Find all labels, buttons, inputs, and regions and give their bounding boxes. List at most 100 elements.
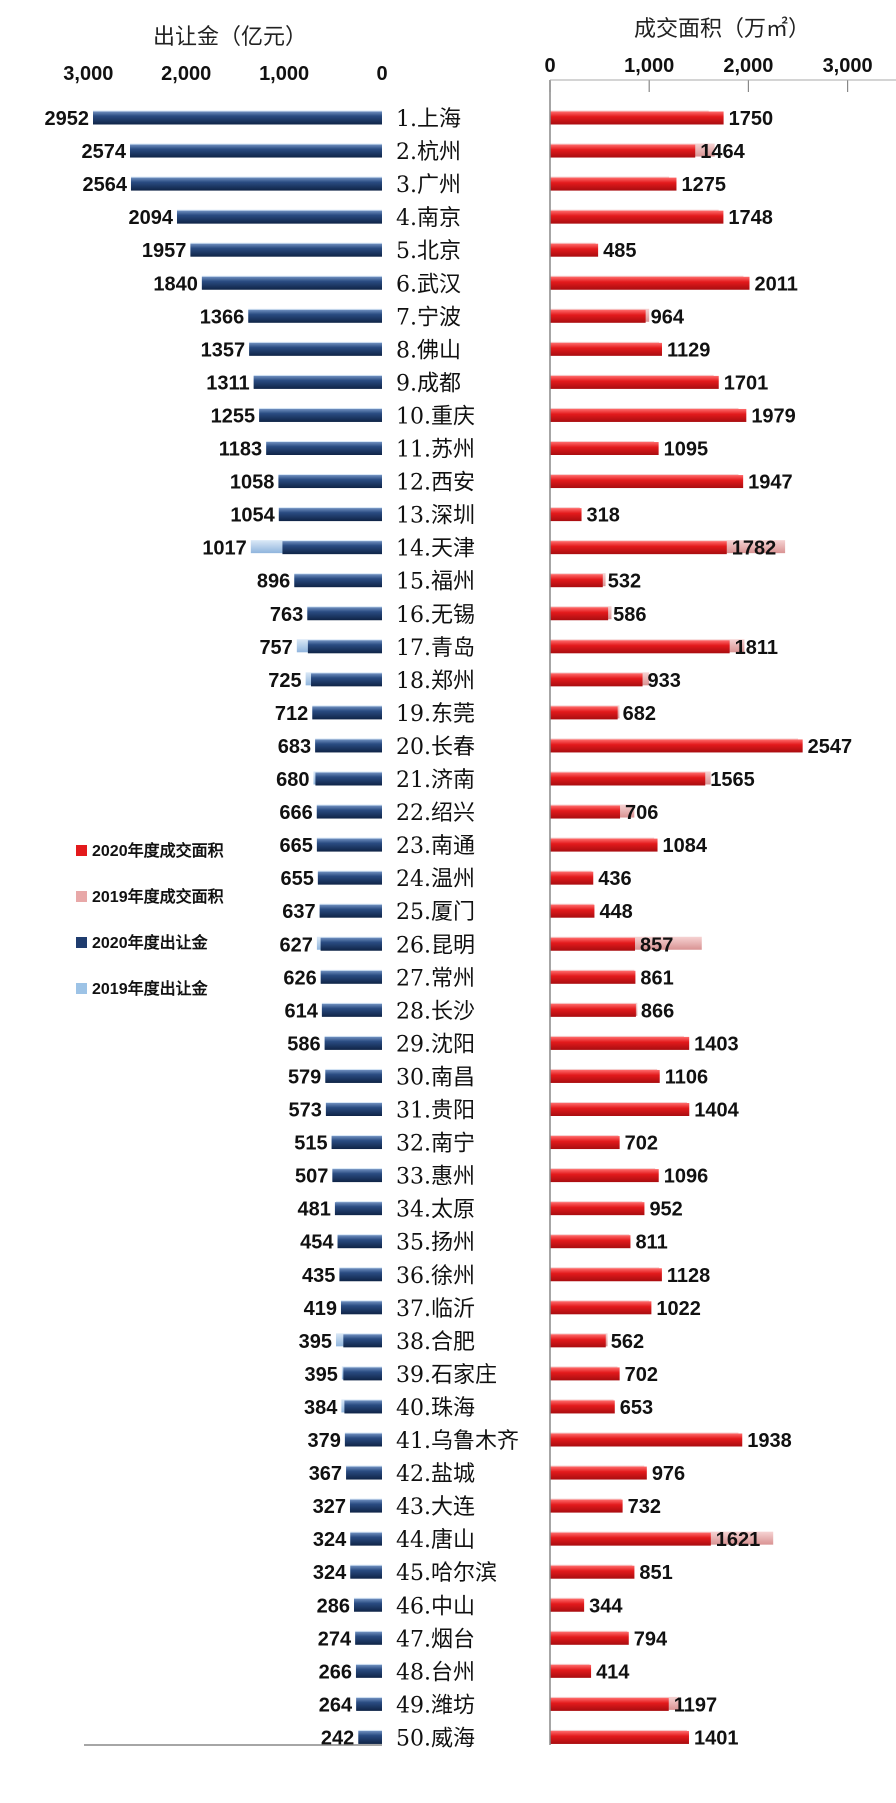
bar-2020-land-price [350,1532,382,1546]
legend-swatch [76,983,87,994]
city-label: 28.长沙 [396,999,475,1024]
land-price-value-label: 286 [317,1595,350,1617]
city-label: 12.西安 [396,471,475,496]
bar-2020-area [550,210,724,224]
area-value-label: 702 [625,1133,658,1155]
area-value-label: 952 [649,1199,682,1221]
table-row: 2094 4.南京 1748 [128,206,772,231]
bar-2020-land-price [130,177,382,191]
table-row: 481 34.太原 952 [298,1198,683,1223]
bar-2020-area [550,243,599,257]
table-row: 614 28.长沙 866 [285,999,675,1024]
bar-2020-area [550,1169,659,1183]
bar-2020-area [550,1730,689,1744]
bar-2020-area [550,673,643,687]
bar-2020-area [550,375,719,389]
area-value-label: 2011 [754,273,797,295]
city-label: 14.天津 [396,537,475,562]
city-label: 21.济南 [396,768,475,793]
area-value-label: 866 [641,1000,674,1022]
bar-2020-area [550,1664,592,1678]
bar-2020-land-price [278,508,382,522]
land-price-value-label: 395 [304,1364,337,1386]
land-price-value-label: 2094 [128,207,173,229]
bar-2020-area [550,904,595,918]
bar-2020-land-price [312,706,382,720]
land-price-value-label: 1366 [200,306,245,328]
land-price-value-label: 379 [308,1430,341,1452]
bar-2020-area [550,1334,606,1348]
area-value-label: 562 [611,1331,644,1353]
left-tick-label: 0 [376,63,387,85]
bar-2020-land-price [294,574,382,588]
area-value-label: 1403 [694,1033,739,1055]
city-label: 3.广州 [396,173,461,198]
bar-2020-area [550,111,724,125]
city-label: 13.深圳 [396,504,475,529]
area-value-label: 1938 [747,1430,792,1452]
legend-label: 2020年度出让金 [92,933,209,952]
table-row: 419 37.临沂 1022 [304,1297,701,1322]
table-row: 435 36.徐州 1128 [302,1264,710,1289]
area-value-label: 706 [625,802,658,824]
area-value-label: 682 [623,703,656,725]
bar-2020-land-price [248,309,382,323]
table-row: 379 41.乌鲁木齐 1938 [308,1429,792,1454]
area-value-label: 532 [608,571,641,593]
bar-2020-land-price [316,838,382,852]
area-value-label: 586 [613,604,646,626]
table-row: 327 43.大连 732 [313,1495,661,1520]
city-label: 30.南昌 [396,1065,475,1090]
area-value-label: 1197 [674,1694,717,1716]
land-price-value-label: 324 [313,1529,347,1551]
right-tick-label: 3,000 [823,55,873,77]
table-row: 626 27.常州 861 [283,966,673,991]
table-row: 1357 8.佛山 1129 [201,338,711,363]
area-value-label: 1022 [656,1298,701,1320]
area-value-label: 1129 [667,339,710,361]
area-value-label: 1128 [667,1265,710,1287]
bar-2020-area [550,1697,669,1711]
land-price-value-label: 2564 [82,174,127,196]
area-value-label: 1106 [665,1066,708,1088]
land-price-value-label: 725 [268,670,301,692]
area-value-label: 1782 [732,538,777,560]
city-label: 34.太原 [396,1198,475,1223]
bar-2020-land-price [190,243,382,257]
city-label: 22.绍兴 [396,801,475,826]
bar-2020-land-price [334,1202,382,1216]
table-row: 2574 2.杭州 1464 [82,140,746,165]
table-row: 1840 6.武汉 2011 [153,272,798,297]
land-price-value-label: 1017 [202,538,247,560]
bar-2020-land-price [130,144,382,158]
legend-label: 2019年度成交面积 [92,887,224,906]
city-label: 15.福州 [396,570,475,595]
bar-2020-area [550,970,636,984]
bar-2020-area [550,177,677,191]
land-price-value-label: 627 [280,934,313,956]
legend-swatch [76,937,87,948]
bar-2020-land-price [325,1069,382,1083]
area-value-label: 976 [652,1463,685,1485]
land-price-value-label: 264 [319,1694,353,1716]
area-value-label: 414 [596,1661,630,1683]
area-value-label: 851 [639,1562,672,1584]
bar-2020-land-price [339,1268,382,1282]
bar-2020-area [550,739,803,753]
right-tick-label: 0 [544,55,555,77]
land-price-value-label: 266 [319,1661,352,1683]
table-row: 683 20.长春 2547 [278,735,852,760]
bar-2020-land-price [325,1103,382,1116]
land-price-value-label: 395 [299,1331,332,1353]
bar-2020-area [550,1202,645,1216]
land-price-value-label: 665 [280,835,313,857]
bar-2020-land-price [307,607,382,621]
land-price-value-label: 384 [304,1397,338,1419]
city-label: 16.无锡 [396,603,475,628]
city-label: 19.东莞 [396,702,475,727]
city-label: 2.杭州 [396,140,461,165]
bar-2020-area [550,1136,620,1150]
bar-2020-land-price [320,970,382,984]
land-price-value-label: 763 [270,604,303,626]
bar-2020-land-price [321,1003,382,1017]
